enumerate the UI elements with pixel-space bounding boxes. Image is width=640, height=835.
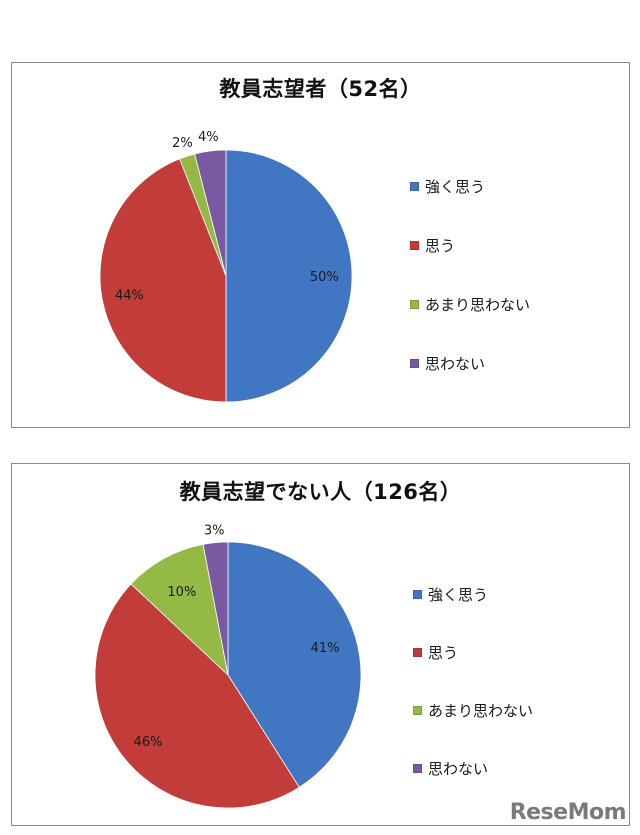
swatch-blue [413, 589, 422, 599]
pie-slices [99, 149, 353, 403]
slice-percent-label: 4% [198, 130, 219, 145]
swatch-green [410, 299, 419, 309]
pie-slice [202, 541, 229, 676]
legend-item-agree: 思う [410, 235, 530, 255]
legend-label: 思う [428, 643, 459, 662]
pie-chart: 50% 44% 2% 4% [99, 130, 353, 403]
chart-panel-non-aspirants: 教員志望でない人（126名） 41% 46% 10% 3% 強く思う 思う あまり思わ… [11, 463, 630, 826]
legend-label: 強く思う [425, 177, 486, 196]
legend-item-disagree-somewhat: あまり思わない [413, 700, 533, 720]
legend-label: 強く思う [428, 585, 489, 604]
swatch-blue [410, 181, 419, 191]
legend: 強く思う 思う あまり思わない 思わない [413, 584, 533, 816]
pie-slice [94, 583, 300, 809]
swatch-purple [410, 358, 419, 368]
slice-percent-label: 3% [204, 523, 225, 538]
legend-item-strongly-agree: 強く思う [413, 584, 533, 604]
chart-title: 教員志望者（52名） [219, 77, 422, 101]
pie-slice [194, 149, 227, 277]
pie-labels: 50% 44% 2% 4% [115, 130, 339, 303]
chart-title: 教員志望でない人（126名） [179, 480, 462, 504]
legend-item-disagree: 思わない [413, 758, 533, 778]
legend-item-agree: 思う [413, 642, 533, 662]
legend-label: 思わない [428, 759, 489, 778]
swatch-purple [413, 763, 422, 773]
legend: 強く思う 思う あまり思わない 思わない [410, 176, 530, 412]
pie-slice [130, 543, 229, 677]
resemom-logo: ReseMom [509, 800, 627, 825]
slice-percent-label: 2% [172, 136, 193, 151]
pie-labels: 41% 46% 10% 3% [134, 523, 340, 750]
legend-item-disagree: 思わない [410, 353, 530, 373]
swatch-red [410, 240, 419, 250]
slice-percent-label: 46% [134, 735, 163, 750]
legend-item-strongly-agree: 強く思う [410, 176, 530, 196]
slice-percent-label: 50% [310, 270, 339, 285]
pie-slices [94, 541, 362, 809]
pie-slice [227, 541, 362, 788]
legend-label: 思う [425, 236, 456, 255]
legend-item-disagree-somewhat: あまり思わない [410, 294, 530, 314]
pie-chart: 41% 46% 10% 3% [94, 523, 362, 809]
chart-panel-teacher-aspirants: 教員志望者（52名） 50% 44% 2% 4% 強く思う 思う あまり思わない 思わ… [11, 62, 630, 428]
slice-percent-label: 41% [311, 641, 340, 656]
pie-slice [225, 149, 353, 403]
pie-slice [99, 158, 227, 403]
legend-label: あまり思わない [425, 295, 531, 314]
slice-percent-label: 10% [167, 585, 196, 600]
slice-percent-label: 44% [115, 288, 144, 303]
swatch-green [413, 705, 422, 715]
legend-label: 思わない [425, 354, 486, 373]
legend-label: あまり思わない [428, 701, 534, 720]
swatch-red [413, 647, 422, 657]
